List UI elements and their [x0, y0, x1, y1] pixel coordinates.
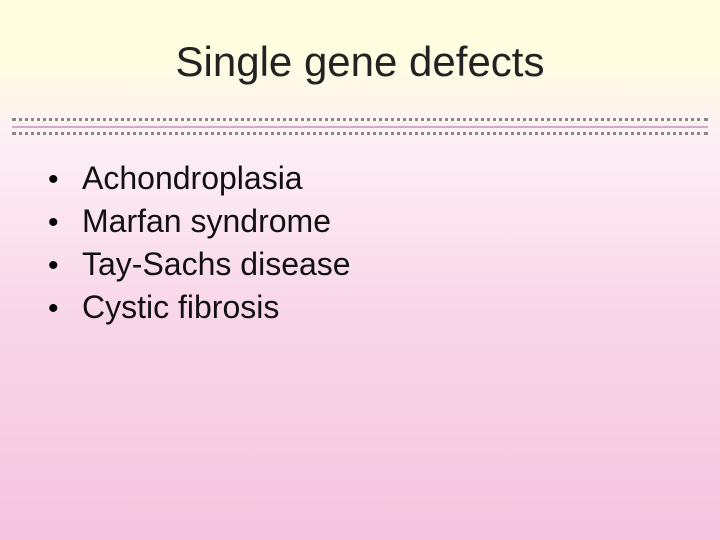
bullet-icon: • — [48, 163, 82, 197]
bullet-icon: • — [48, 292, 82, 326]
list-item: • Cystic fibrosis — [48, 289, 351, 326]
bullet-list: • Achondroplasia • Marfan syndrome • Tay… — [48, 160, 351, 332]
separator-line — [12, 126, 708, 128]
slide-title: Single gene defects — [0, 38, 720, 86]
bullet-icon: • — [48, 249, 82, 283]
bullet-text: Marfan syndrome — [82, 203, 331, 240]
bullet-text: Achondroplasia — [82, 160, 303, 197]
separator-dots-bottom — [12, 132, 708, 136]
title-separator — [12, 118, 708, 136]
list-item: • Marfan syndrome — [48, 203, 351, 240]
bullet-text: Cystic fibrosis — [82, 289, 279, 326]
separator-dots-top — [12, 118, 708, 122]
bullet-icon: • — [48, 206, 82, 240]
bullet-text: Tay-Sachs disease — [82, 246, 351, 283]
slide: Single gene defects • Achondroplasia • M… — [0, 0, 720, 540]
list-item: • Tay-Sachs disease — [48, 246, 351, 283]
list-item: • Achondroplasia — [48, 160, 351, 197]
